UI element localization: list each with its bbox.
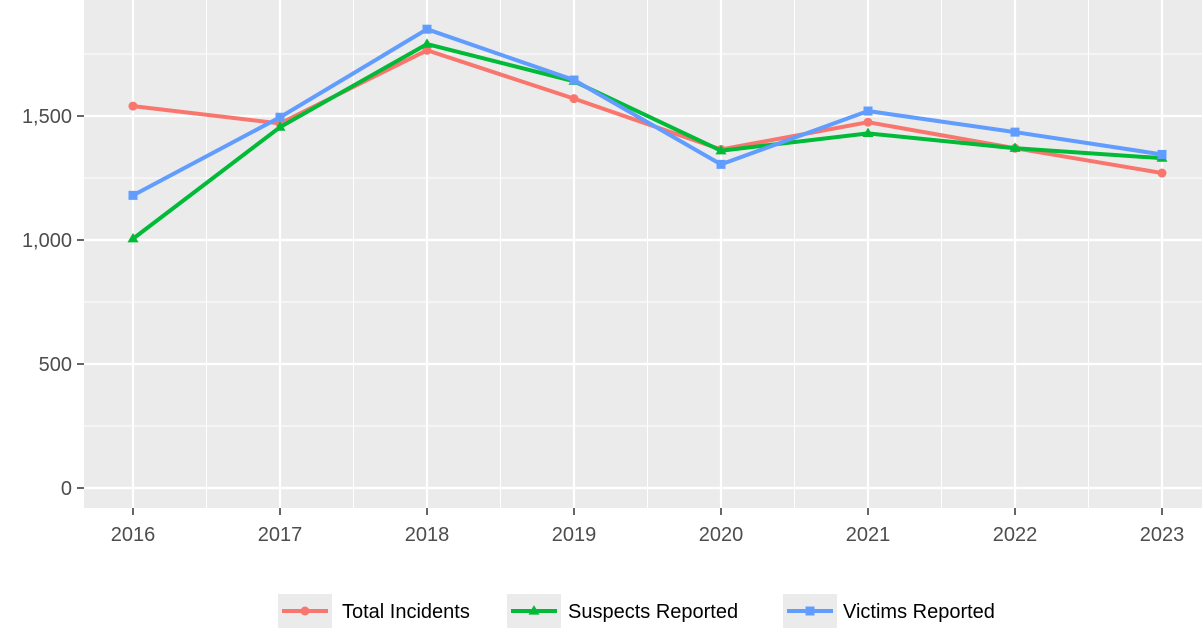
data-point-suspects-reported (1009, 142, 1021, 152)
data-point-victims-reported (128, 190, 138, 200)
legend-label: Suspects Reported (568, 601, 738, 623)
y-axis-tick-labels: 0 500 1,000 1,500 (22, 106, 72, 500)
legend-item-victims-reported: Victims Reported (783, 594, 995, 628)
legend-label: Victims Reported (843, 601, 995, 623)
legend-key-marker (528, 605, 540, 615)
data-point-suspects-reported (421, 38, 433, 48)
data-point-suspects-reported (127, 232, 139, 243)
legend-key-marker (805, 606, 815, 616)
x-tick-label: 2018 (405, 524, 450, 546)
data-point-victims-reported (422, 24, 432, 34)
series-line-victims-reported (132, 27, 1163, 198)
data-point-victims-reported (716, 159, 726, 169)
legend-key-marker (300, 606, 310, 616)
y-tick-label: 500 (39, 354, 72, 376)
x-tick-label: 2016 (111, 524, 156, 546)
y-tick-label: 0 (61, 478, 72, 500)
data-point-total-incidents (569, 94, 579, 104)
series-victims-reported (128, 24, 1167, 200)
y-tick-label: 1,000 (22, 230, 72, 252)
data-point-suspects-reported (274, 121, 286, 131)
x-tick-label: 2021 (846, 524, 891, 546)
data-point-total-incidents (422, 45, 432, 55)
x-tick-label: 2017 (258, 524, 303, 546)
data-point-suspects-reported (862, 127, 874, 137)
legend-item-total-incidents: Total Incidents (278, 594, 470, 628)
x-tick-label: 2023 (1140, 524, 1185, 546)
x-tick-label: 2022 (993, 524, 1038, 546)
data-point-total-incidents (1157, 168, 1167, 178)
axis-ticks (77, 115, 1163, 515)
major-grid (84, 0, 1202, 508)
x-tick-label: 2019 (552, 524, 597, 546)
legend: Total Incidents Suspects Reported Victims … (278, 594, 995, 628)
legend-item-suspects-reported: Suspects Reported (507, 594, 738, 628)
x-axis-tick-labels: 2016 2017 2018 2019 2020 2021 2022 2023 (111, 524, 1185, 546)
x-tick-label: 2020 (699, 524, 744, 546)
data-point-victims-reported (1157, 149, 1167, 159)
data-point-victims-reported (1010, 127, 1020, 137)
data-point-victims-reported (275, 112, 285, 122)
series-layer (127, 24, 1168, 243)
data-point-victims-reported (863, 106, 873, 116)
data-point-victims-reported (569, 75, 579, 85)
data-point-suspects-reported (715, 144, 727, 155)
series-line-suspects-reported (131, 42, 1163, 241)
plot-panel (84, 0, 1202, 508)
data-point-total-incidents (863, 117, 873, 127)
data-point-total-incidents (128, 101, 138, 111)
y-tick-label: 1,500 (22, 106, 72, 128)
legend-label: Total Incidents (342, 601, 470, 623)
